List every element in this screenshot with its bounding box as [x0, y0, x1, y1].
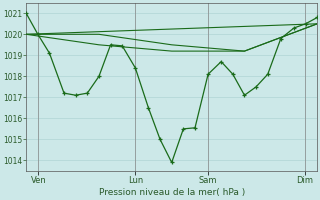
- X-axis label: Pression niveau de la mer( hPa ): Pression niveau de la mer( hPa ): [99, 188, 245, 197]
